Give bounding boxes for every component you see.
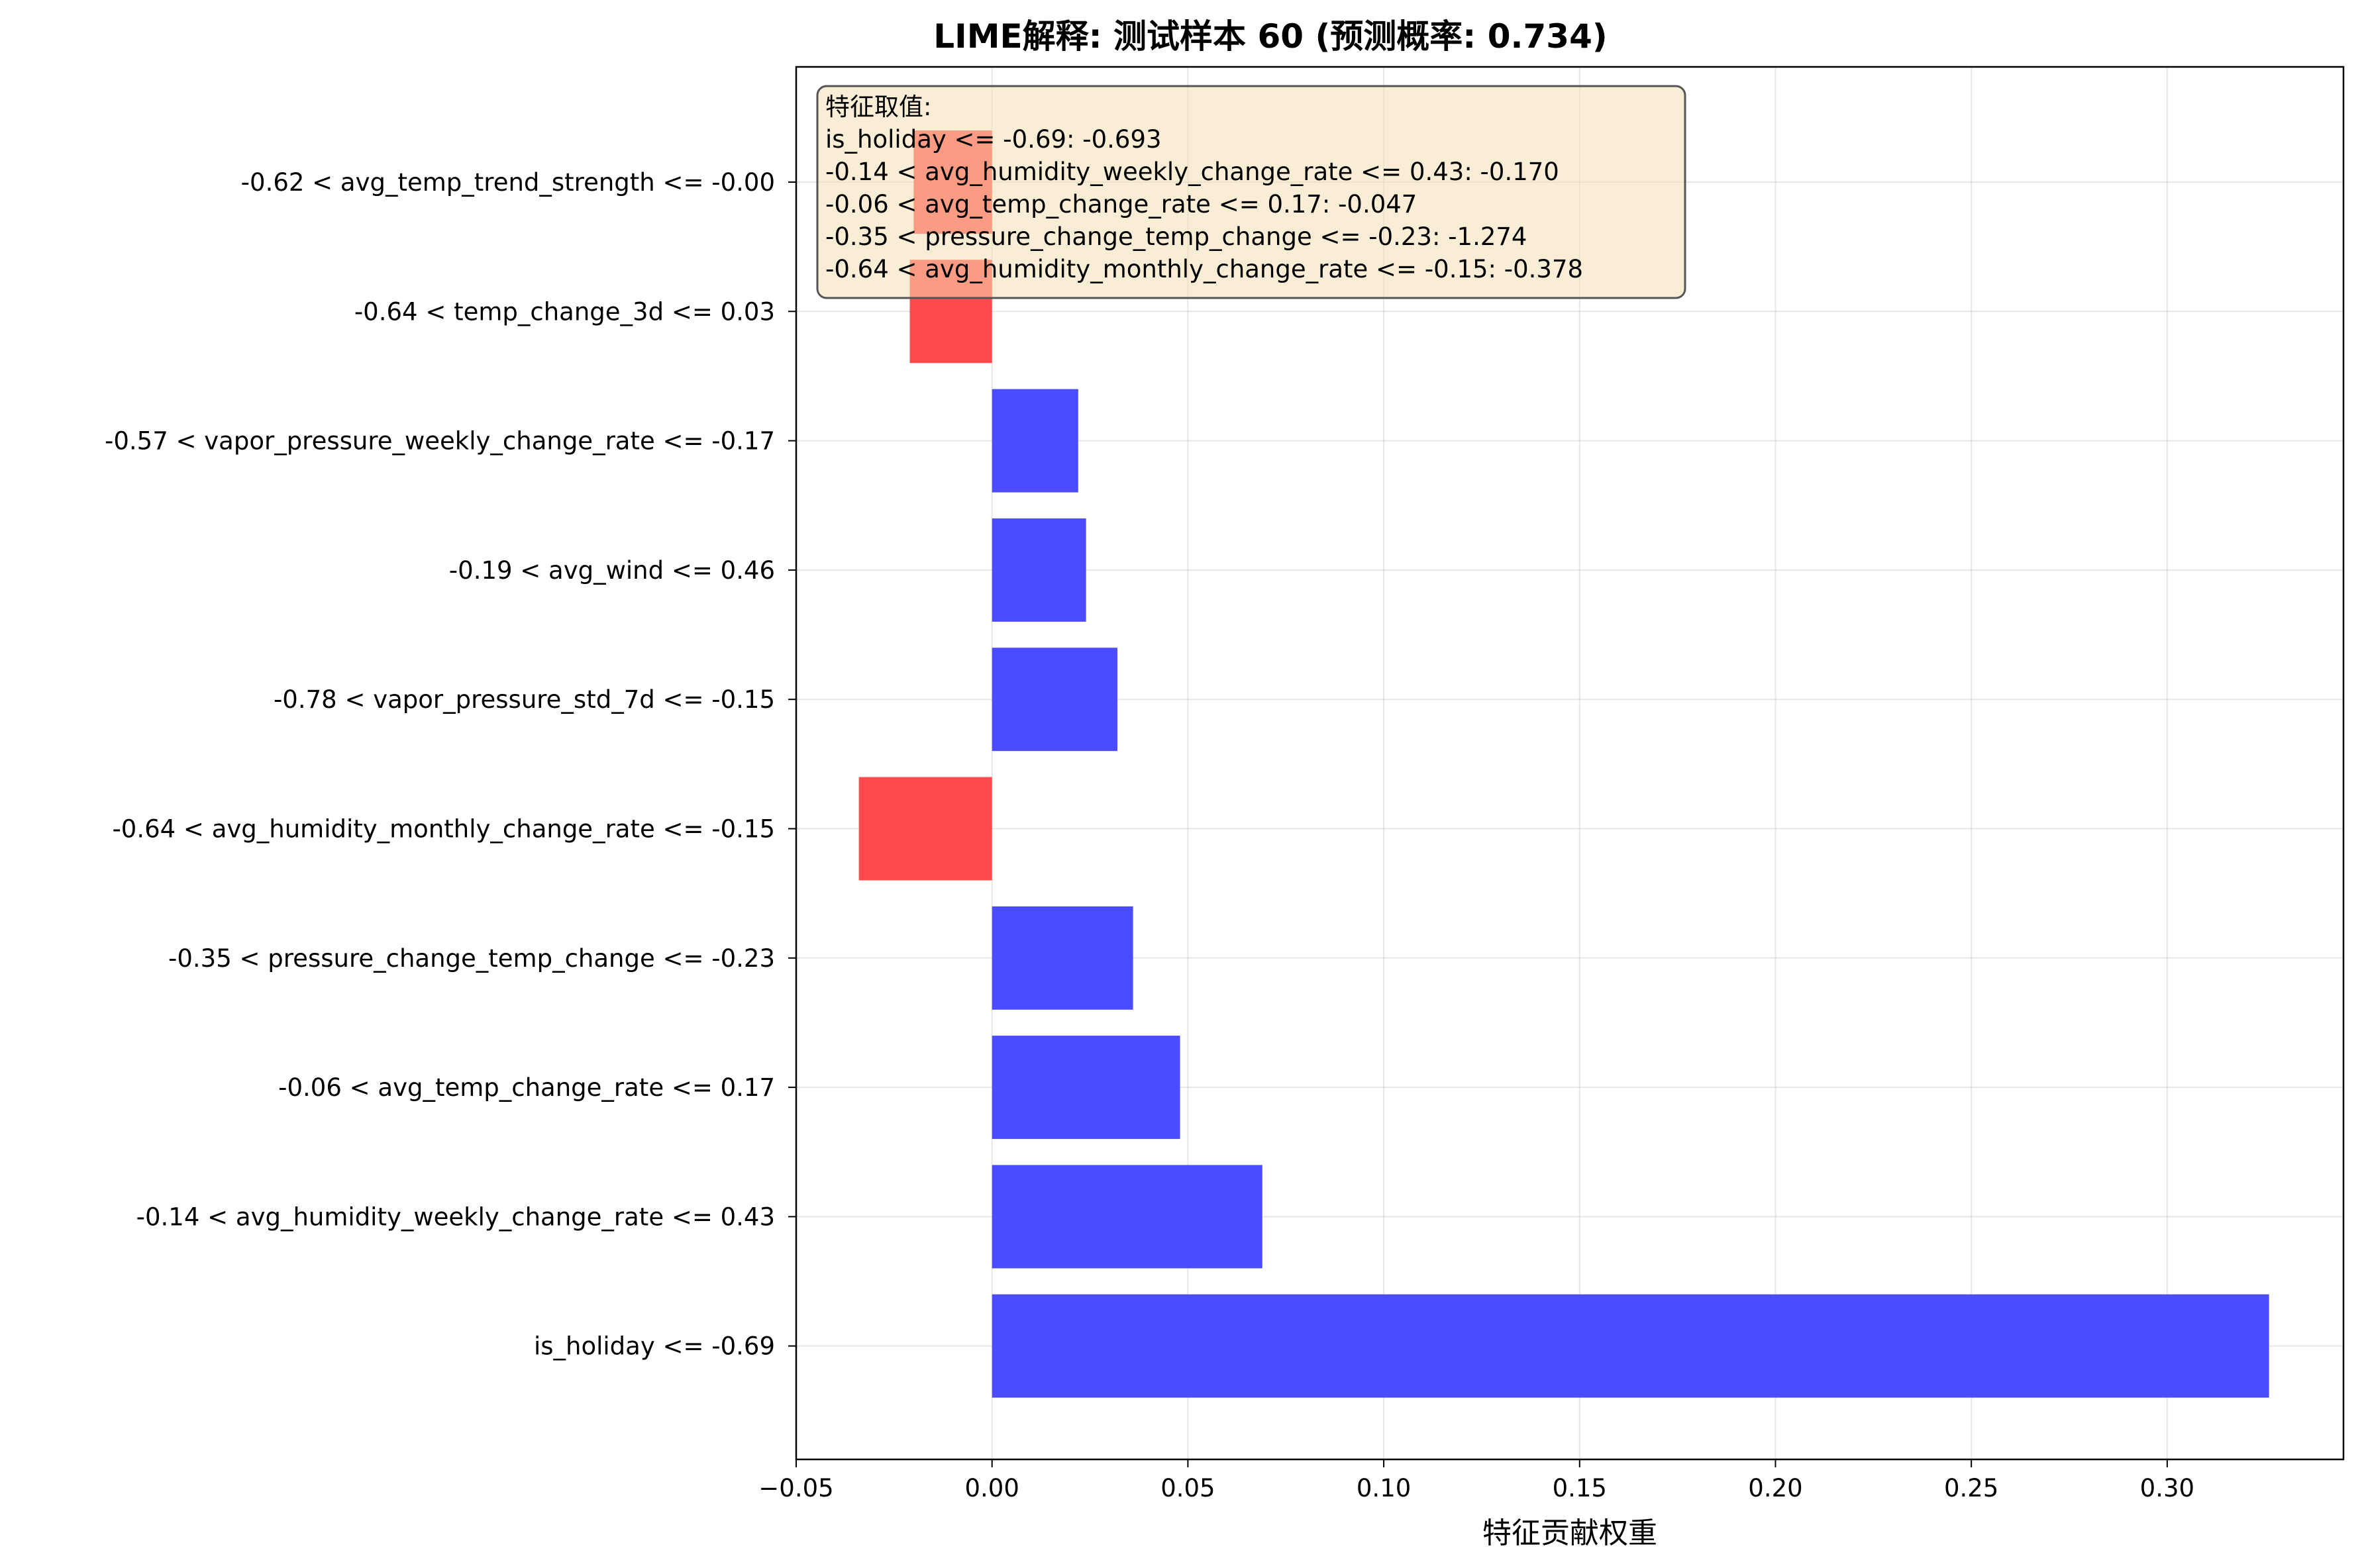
chart-title: LIME解释: 测试样本 60 (预测概率: 0.734) (933, 17, 1607, 56)
bar (992, 1165, 1262, 1269)
annotation-title: 特征取值: (825, 93, 931, 121)
x-tick-label: 0.30 (2140, 1474, 2194, 1502)
bar (858, 777, 992, 881)
y-tick-label: -0.78 < vapor_pressure_std_7d <= -0.15 (274, 685, 775, 714)
x-tick-label: −0.05 (758, 1474, 833, 1502)
bars (858, 130, 2269, 1398)
feature-value-box: 特征取值: is_holiday <= -0.69: -0.693 -0.14 < … (816, 85, 1686, 299)
bar (992, 648, 1117, 752)
x-axis: −0.05 0.00 0.05 0.10 0.15 0.20 0.25 0.30 (758, 1459, 2194, 1502)
y-tick-label: is_holiday <= -0.69 (534, 1332, 775, 1361)
y-tick-label: -0.19 < avg_wind <= 0.46 (449, 556, 775, 585)
annotation-line: is_holiday <= -0.69: -0.693 (825, 125, 1162, 154)
x-tick-label: 0.15 (1553, 1474, 1607, 1502)
y-tick-label: -0.06 < avg_temp_change_rate <= 0.17 (278, 1073, 775, 1102)
bar (992, 389, 1078, 493)
annotation-line: -0.64 < avg_humidity_monthly_change_rate… (825, 255, 1583, 283)
x-tick-label: 0.00 (965, 1474, 1019, 1502)
annotation-box-bg (816, 85, 1686, 299)
bar (992, 1294, 2269, 1398)
plot-frame (795, 66, 2345, 1461)
bar (992, 906, 1133, 1010)
y-tick-label: -0.35 < pressure_change_temp_change <= -… (168, 944, 775, 973)
y-tick-label: -0.64 < avg_humidity_monthly_change_rate… (112, 815, 775, 844)
x-tick-label: 0.05 (1160, 1474, 1215, 1502)
x-tick-label: 0.20 (1748, 1474, 1802, 1502)
annotation-line: -0.14 < avg_humidity_weekly_change_rate … (825, 158, 1559, 186)
bar (992, 518, 1086, 622)
annotation-line: -0.35 < pressure_change_temp_change <= -… (825, 222, 1527, 251)
annotation-line: -0.06 < avg_temp_change_rate <= 0.17: -0… (825, 190, 1417, 219)
bar (992, 1036, 1180, 1140)
y-axis: -0.62 < avg_temp_trend_strength <= -0.00… (105, 168, 796, 1361)
y-tick-label: -0.57 < vapor_pressure_weekly_change_rat… (105, 427, 775, 456)
x-tick-label: 0.25 (1944, 1474, 1998, 1502)
y-tick-label: -0.14 < avg_humidity_weekly_change_rate … (136, 1202, 775, 1231)
y-tick-label: -0.64 < temp_change_3d <= 0.03 (354, 297, 775, 326)
x-tick-label: 0.10 (1357, 1474, 1411, 1502)
x-axis-label: 特征贡献权重 (1482, 1516, 1657, 1550)
y-tick-label: -0.62 < avg_temp_trend_strength <= -0.00 (241, 168, 775, 197)
